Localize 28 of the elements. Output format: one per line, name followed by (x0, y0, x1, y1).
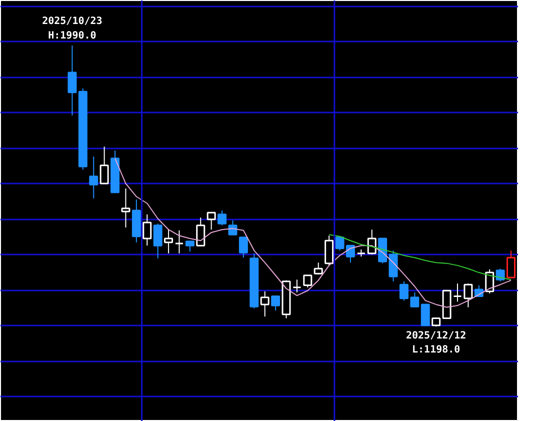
candlestick (100, 146, 109, 184)
candlestick (153, 223, 162, 259)
candlestick (388, 250, 398, 282)
annotation: 2025/10/23 H:1990.0 (42, 16, 102, 42)
candlestick (314, 262, 323, 275)
candlestick (303, 274, 312, 288)
candlestick (378, 238, 388, 264)
candlestick (292, 279, 302, 293)
candlestick (206, 212, 216, 230)
annotation: 2025/12/12 L:1198.0 (406, 330, 466, 356)
candlestick (174, 230, 184, 254)
candlestick (464, 283, 473, 308)
candlestick (238, 236, 248, 258)
candlestick (218, 210, 227, 226)
candlestick (420, 304, 430, 326)
candlestick (89, 156, 98, 199)
candlestick (185, 240, 194, 252)
candlestick (453, 283, 462, 302)
candlestick (324, 235, 334, 266)
candlestick (260, 290, 270, 318)
candlestick (121, 188, 130, 228)
candlestick (196, 217, 206, 246)
candlestick (142, 214, 152, 246)
candlestick (367, 229, 376, 255)
candlestick (271, 296, 280, 311)
candlestick (164, 229, 174, 254)
candlestick (496, 268, 505, 282)
candlestick (68, 45, 77, 116)
